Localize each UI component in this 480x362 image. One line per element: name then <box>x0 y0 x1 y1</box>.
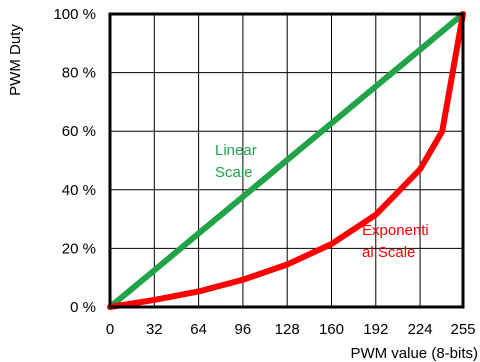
x-tick-label: 0 <box>106 321 114 338</box>
y-axis-ticks: 0 % 20 % 40 % 60 % 80 % 100 % <box>53 6 96 316</box>
grid <box>110 14 463 307</box>
x-axis-ticks: 0 32 64 96 128 160 192 224 255 <box>106 321 476 338</box>
y-tick-label: 80 % <box>62 65 96 82</box>
y-tick-label: 20 % <box>62 240 96 257</box>
x-tick-label: 96 <box>235 321 252 338</box>
exponential-scale-label: Exponenti <box>362 222 429 239</box>
y-tick-label: 60 % <box>62 123 96 140</box>
x-axis-label: PWM value (8-bits) <box>350 345 478 362</box>
x-tick-label: 192 <box>363 321 388 338</box>
linear-scale-label: Linear <box>215 142 257 159</box>
y-tick-label: 40 % <box>62 182 96 199</box>
plot-frame <box>108 12 465 309</box>
linear-scale-line <box>107 11 466 310</box>
exponential-scale-label: al Scale <box>362 244 415 261</box>
linear-scale-label: Scale <box>215 164 253 181</box>
x-tick-label: 224 <box>408 321 433 338</box>
exponential-scale-line <box>107 11 466 310</box>
x-tick-label: 160 <box>319 321 344 338</box>
x-tick-label: 32 <box>146 321 163 338</box>
y-tick-label: 100 % <box>53 6 96 23</box>
y-axis-label: PWM Duty <box>7 24 24 96</box>
x-tick-label: 255 <box>450 321 475 338</box>
x-tick-label: 64 <box>190 321 207 338</box>
x-tick-label: 128 <box>275 321 300 338</box>
series-layer <box>107 11 466 310</box>
series-labels: Linear Scale Exponenti al Scale <box>215 142 429 261</box>
y-tick-label: 0 % <box>70 299 96 316</box>
